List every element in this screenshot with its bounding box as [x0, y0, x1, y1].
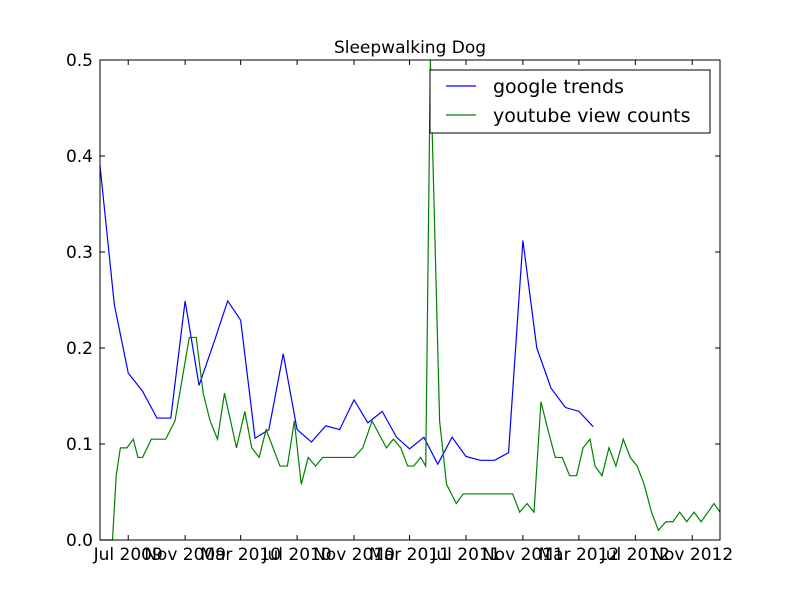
y-axis: 0.0 0.1 0.2 0.3 0.4 0.5 [66, 51, 720, 551]
series-line-google-trends [99, 165, 594, 466]
y-tick-label: 0.5 [66, 51, 93, 71]
y-tick-label: 0.4 [66, 147, 93, 167]
chart-title: Sleepwalking Dog [334, 38, 486, 58]
series-line-youtube-view-counts [100, 59, 721, 541]
x-tick-label: Nov 2012 [651, 545, 733, 565]
x-tick-label: Nov 2010 [313, 545, 395, 565]
x-tick-label: Mar 2011 [369, 545, 450, 565]
series-lines [99, 59, 721, 541]
legend-label-youtube-view-counts: youtube view counts [493, 105, 691, 127]
x-tick-label: Jul 2010 [262, 545, 332, 565]
y-tick-label: 0.0 [66, 531, 93, 551]
y-tick-label: 0.1 [66, 435, 93, 455]
legend-label-google-trends: google trends [493, 76, 624, 98]
x-tick-label: Jul 2009 [93, 545, 163, 565]
legend: google trends youtube view counts [429, 69, 711, 134]
y-tick-label: 0.3 [66, 243, 93, 263]
x-tick-label: Jul 2012 [600, 545, 670, 565]
x-tick-label: Mar 2010 [200, 545, 281, 565]
x-tick-label: Nov 2011 [482, 545, 564, 565]
y-tick-label: 0.2 [66, 339, 93, 359]
legend-box [429, 69, 711, 134]
x-tick-label: Nov 2009 [144, 545, 226, 565]
x-tick-label: Jul 2011 [430, 545, 500, 565]
x-tick-label: Mar 2012 [539, 545, 620, 565]
